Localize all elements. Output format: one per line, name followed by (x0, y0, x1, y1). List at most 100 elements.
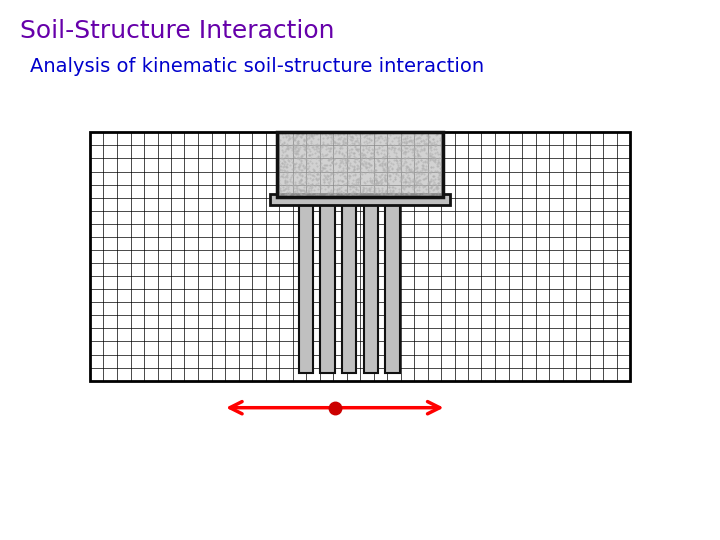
Point (385, 145, 397, 153)
Point (300, 189, 311, 198)
Point (402, 138, 413, 146)
Point (433, 179, 445, 187)
Point (405, 136, 417, 145)
Point (295, 132, 307, 141)
Point (307, 183, 318, 192)
Point (312, 144, 323, 152)
Point (382, 148, 394, 157)
Point (336, 183, 347, 192)
Point (397, 172, 408, 180)
Point (281, 190, 292, 198)
Point (351, 145, 362, 153)
Point (382, 163, 394, 172)
Point (333, 160, 345, 169)
Point (335, 130, 346, 138)
Point (294, 186, 306, 194)
Point (384, 174, 395, 183)
Point (339, 185, 351, 194)
Point (286, 158, 297, 166)
Point (412, 134, 423, 143)
Point (358, 184, 369, 193)
Point (367, 145, 379, 154)
Point (324, 171, 336, 179)
Point (376, 146, 387, 154)
Point (420, 165, 431, 173)
Point (402, 188, 413, 197)
Point (379, 152, 390, 160)
Point (288, 160, 300, 168)
Point (321, 174, 333, 183)
Point (302, 174, 313, 183)
Point (398, 190, 410, 198)
Point (356, 170, 368, 178)
Point (432, 157, 444, 166)
Point (360, 141, 372, 150)
Point (326, 188, 338, 197)
Point (329, 189, 341, 198)
Point (297, 191, 309, 199)
Point (364, 130, 375, 138)
Point (312, 179, 323, 187)
Point (289, 133, 301, 142)
Point (426, 184, 437, 192)
Point (292, 139, 303, 148)
Point (290, 184, 302, 192)
Point (289, 163, 300, 172)
Point (365, 183, 377, 191)
Point (354, 139, 366, 147)
Point (391, 158, 402, 167)
Point (349, 153, 361, 162)
Point (345, 136, 356, 144)
Point (280, 145, 292, 153)
Point (401, 173, 413, 181)
Point (282, 167, 293, 176)
Point (365, 165, 377, 174)
Point (384, 170, 396, 179)
Point (278, 186, 289, 194)
Point (387, 189, 399, 198)
Point (391, 165, 402, 173)
Point (299, 146, 310, 154)
Point (325, 168, 337, 177)
Point (415, 142, 427, 151)
Point (354, 157, 365, 166)
Point (336, 148, 348, 157)
Point (395, 155, 406, 164)
Point (355, 158, 366, 167)
Point (287, 146, 298, 154)
Point (369, 166, 380, 174)
Point (366, 160, 377, 169)
Point (423, 132, 434, 140)
Point (403, 136, 415, 145)
Point (319, 172, 330, 180)
Point (398, 184, 410, 193)
Point (306, 176, 318, 184)
Point (428, 153, 439, 161)
Point (320, 151, 331, 159)
Point (337, 164, 348, 172)
Point (284, 133, 295, 142)
Point (324, 130, 336, 139)
Point (325, 143, 337, 152)
Point (410, 158, 421, 167)
Point (400, 167, 411, 176)
Point (394, 172, 405, 181)
Point (364, 143, 375, 151)
Bar (342, 205, 356, 373)
Point (329, 189, 341, 198)
Point (319, 178, 330, 186)
Point (421, 132, 433, 140)
Point (346, 145, 358, 154)
Point (293, 162, 305, 171)
Point (418, 145, 429, 154)
Point (414, 134, 426, 143)
Point (407, 145, 418, 154)
Point (419, 190, 431, 198)
Point (375, 189, 387, 198)
Point (289, 153, 300, 161)
Point (384, 191, 396, 199)
Point (400, 137, 412, 146)
Point (419, 174, 431, 183)
Point (426, 153, 437, 161)
Point (423, 187, 435, 195)
